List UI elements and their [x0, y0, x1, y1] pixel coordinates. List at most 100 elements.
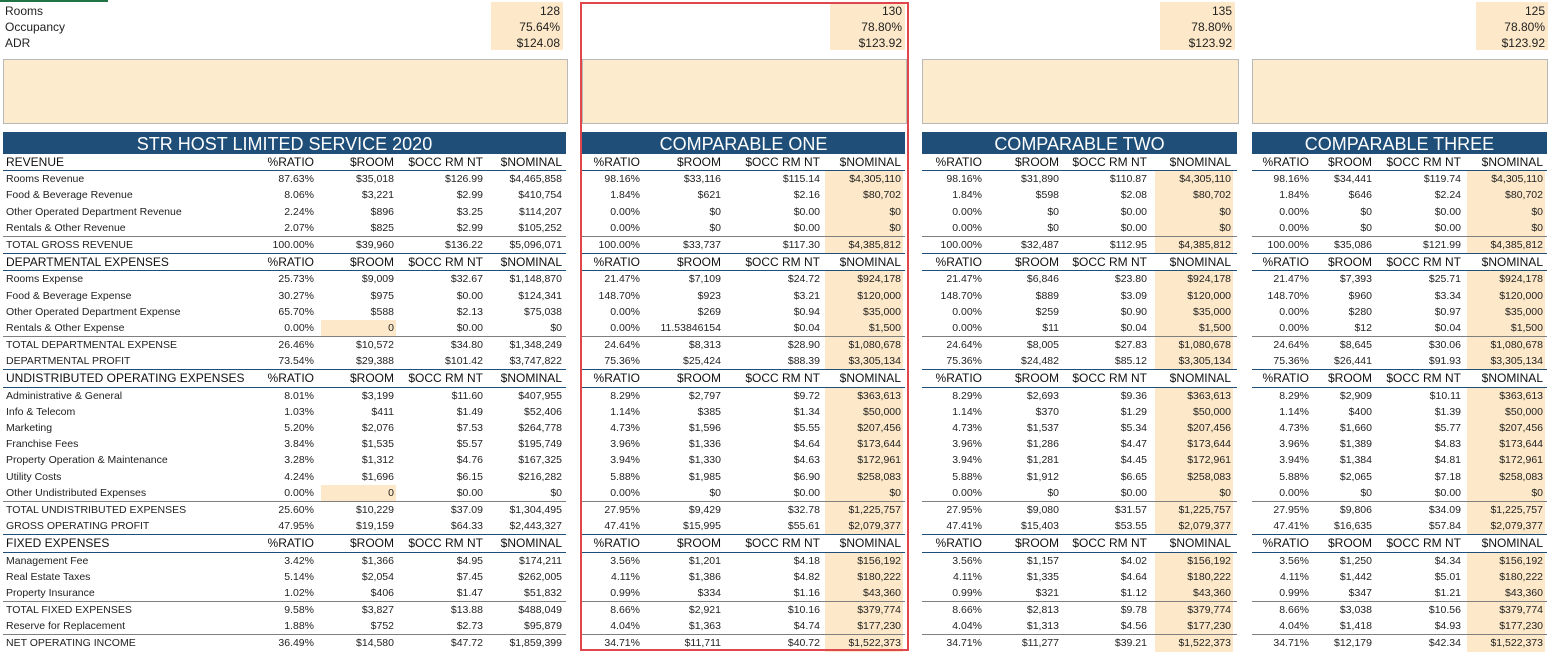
table-cell[interactable]: $37.09: [450, 503, 483, 516]
table-cell[interactable]: $112.95: [1109, 238, 1147, 251]
table-cell[interactable]: $0.04: [1120, 321, 1147, 334]
table-cell[interactable]: 24.64%: [604, 339, 640, 352]
table-cell[interactable]: $9.78: [1120, 604, 1147, 617]
table-cell[interactable]: $3,221: [361, 189, 394, 202]
table-cell[interactable]: 0.00%: [284, 321, 314, 334]
table-cell[interactable]: $385: [697, 405, 721, 418]
table-cell[interactable]: 27.95%: [604, 503, 640, 516]
table-cell[interactable]: 11.53846154: [660, 321, 721, 334]
table-cell[interactable]: $1,522,373: [825, 635, 903, 652]
table-cell[interactable]: $1,384: [1339, 454, 1372, 467]
table-cell[interactable]: $10,229: [356, 503, 394, 516]
table-cell[interactable]: $2.16: [793, 189, 820, 202]
table-cell[interactable]: 0.99%: [1279, 586, 1309, 599]
table-cell[interactable]: $4,305,110: [825, 171, 903, 188]
table-cell[interactable]: $3.21: [793, 289, 820, 302]
table-cell[interactable]: $1,389: [1339, 438, 1372, 451]
table-cell[interactable]: 30.27%: [278, 289, 314, 302]
table-cell[interactable]: $8,645: [1339, 339, 1372, 352]
table-cell[interactable]: $4.95: [456, 554, 483, 567]
table-cell[interactable]: $33,737: [683, 238, 721, 251]
table-cell[interactable]: $1,250: [1339, 554, 1372, 567]
notes-box-comp1[interactable]: [582, 59, 907, 124]
table-cell[interactable]: $1,336: [688, 438, 721, 451]
table-cell[interactable]: $4.47: [1120, 438, 1147, 451]
table-cell[interactable]: 73.54%: [278, 355, 314, 368]
table-cell[interactable]: $39,960: [356, 238, 394, 251]
table-cell[interactable]: $6.90: [793, 470, 820, 483]
table-cell[interactable]: $2,079,377: [1467, 518, 1545, 535]
table-cell[interactable]: 75.36%: [946, 355, 982, 368]
table-cell[interactable]: $0.90: [1120, 305, 1147, 318]
table-cell[interactable]: $32,487: [1021, 238, 1059, 251]
table-cell[interactable]: 148.70%: [598, 289, 640, 302]
table-cell[interactable]: 0: [321, 319, 396, 337]
table-cell[interactable]: $43,360: [1155, 584, 1233, 602]
table-cell[interactable]: $1.16: [793, 586, 820, 599]
table-cell[interactable]: $588: [370, 305, 394, 318]
table-cell[interactable]: $6.65: [1120, 470, 1147, 483]
table-cell[interactable]: 24.64%: [946, 339, 982, 352]
table-cell[interactable]: $12: [1354, 321, 1372, 334]
table-cell[interactable]: $95,879: [524, 620, 562, 633]
table-cell[interactable]: $4.02: [1120, 554, 1147, 567]
rooms-value[interactable]: 128: [539, 4, 560, 18]
table-cell[interactable]: $258,083: [1467, 468, 1545, 485]
table-cell[interactable]: $28.90: [787, 339, 820, 352]
table-cell[interactable]: $262,005: [518, 570, 562, 583]
table-cell[interactable]: 0.00%: [1279, 321, 1309, 334]
table-cell[interactable]: $32.78: [787, 503, 820, 516]
table-cell[interactable]: 4.11%: [611, 570, 640, 583]
table-cell[interactable]: $216,282: [518, 470, 562, 483]
table-cell[interactable]: $0: [1467, 203, 1545, 220]
table-cell[interactable]: $1.39: [1434, 405, 1461, 418]
table-cell[interactable]: $43,360: [1467, 584, 1545, 602]
table-cell[interactable]: $924,178: [825, 271, 903, 288]
table-cell[interactable]: $1,537: [1026, 422, 1059, 434]
table-cell[interactable]: $30.06: [1428, 339, 1461, 352]
table-cell[interactable]: $11,277: [1021, 637, 1059, 650]
table-cell[interactable]: $4.34: [1434, 554, 1461, 567]
table-cell[interactable]: 0.00%: [610, 305, 640, 318]
table-cell[interactable]: 4.11%: [953, 570, 982, 583]
table-cell[interactable]: $177,230: [1467, 618, 1545, 635]
table-cell[interactable]: $15,995: [683, 520, 721, 533]
table-cell[interactable]: $1.34: [793, 405, 820, 418]
table-cell[interactable]: 100.00%: [272, 238, 314, 251]
table-cell[interactable]: 47.41%: [1273, 520, 1309, 533]
table-cell[interactable]: $269: [697, 305, 721, 318]
table-cell[interactable]: $120,000: [825, 287, 903, 304]
table-cell[interactable]: $180,222: [825, 568, 903, 585]
table-cell[interactable]: 4.73%: [610, 422, 640, 434]
table-cell[interactable]: $896: [370, 205, 394, 218]
table-cell[interactable]: $31,890: [1021, 173, 1059, 186]
table-cell[interactable]: $4,465,858: [509, 173, 562, 186]
table-cell[interactable]: $7.18: [1434, 470, 1461, 483]
table-cell[interactable]: 0.00%: [952, 305, 982, 318]
table-cell[interactable]: 75.36%: [1273, 355, 1309, 368]
table-cell[interactable]: 3.94%: [952, 454, 982, 467]
table-cell[interactable]: $4.18: [793, 554, 820, 567]
table-cell[interactable]: $80,702: [1155, 187, 1233, 204]
table-cell[interactable]: $1,330: [688, 454, 721, 467]
table-cell[interactable]: $0.00: [456, 289, 483, 302]
table-cell[interactable]: $4,305,110: [1155, 171, 1233, 188]
table-cell[interactable]: $121.99: [1423, 238, 1461, 251]
table-cell[interactable]: $6,846: [1026, 273, 1059, 286]
table-cell[interactable]: $5,096,071: [509, 238, 562, 251]
table-cell[interactable]: $10.16: [787, 604, 820, 617]
table-cell[interactable]: $0: [709, 205, 721, 218]
table-cell[interactable]: 1.84%: [952, 189, 982, 202]
table-cell[interactable]: $40.72: [787, 637, 820, 650]
table-cell[interactable]: 0.00%: [1279, 486, 1309, 499]
table-cell[interactable]: $91.93: [1428, 355, 1461, 368]
table-cell[interactable]: $924,178: [1155, 271, 1233, 288]
table-cell[interactable]: $173,644: [825, 436, 903, 453]
table-cell[interactable]: $11: [1042, 321, 1059, 334]
table-cell[interactable]: $2,076: [361, 422, 394, 434]
table-cell[interactable]: $264,778: [518, 422, 562, 434]
table-cell[interactable]: $80,702: [1467, 187, 1545, 204]
table-cell[interactable]: $5.77: [1434, 422, 1461, 434]
table-cell[interactable]: $10.56: [1428, 604, 1461, 617]
table-cell[interactable]: 3.96%: [610, 438, 640, 451]
